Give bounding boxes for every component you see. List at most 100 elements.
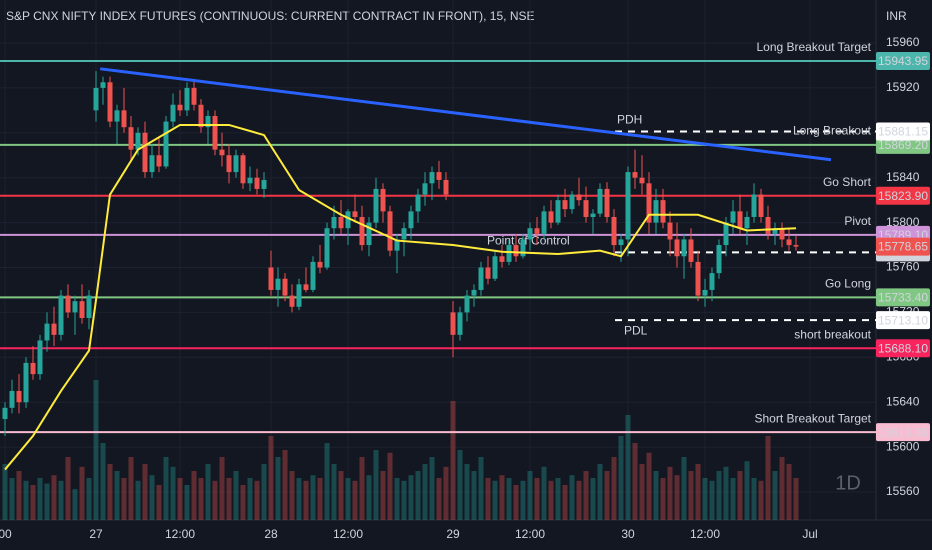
volume-bar xyxy=(170,466,176,520)
volume-bar xyxy=(394,478,400,520)
volume-bar xyxy=(604,471,610,520)
candle-body xyxy=(471,289,477,296)
volume-bar xyxy=(233,471,239,520)
x-tick-label: 28 xyxy=(264,527,278,541)
volume-bar xyxy=(142,464,148,520)
volume-bar xyxy=(303,480,309,520)
volume-bar xyxy=(268,436,274,520)
volume-bar xyxy=(338,471,344,520)
candle-body xyxy=(86,295,92,319)
volume-bar xyxy=(324,443,330,520)
candle-body xyxy=(247,177,253,184)
volume-bar xyxy=(79,466,85,520)
candle-body xyxy=(555,200,561,223)
volume-bar xyxy=(667,466,673,520)
volume-bar xyxy=(772,471,778,520)
candle-body xyxy=(765,216,771,234)
volume-bar xyxy=(492,480,498,520)
level-tag-text: PDL xyxy=(624,323,648,337)
candle-body xyxy=(65,295,71,313)
x-tick-label: 12:00 xyxy=(333,527,363,541)
price-tag-text: 15713.10 xyxy=(878,313,928,327)
candle-body xyxy=(44,323,50,341)
volume-bar xyxy=(408,475,414,520)
volume-bar xyxy=(254,480,260,520)
volume-bar xyxy=(261,464,267,520)
x-tick-label: 12:00 xyxy=(690,527,720,541)
volume-bar xyxy=(450,401,456,520)
volume-bar xyxy=(478,457,484,520)
candle-body xyxy=(646,183,652,223)
y-tick-label: 15560 xyxy=(886,484,920,498)
candle-body xyxy=(443,179,449,195)
level-label: Pivot xyxy=(844,214,871,228)
volume-bar xyxy=(37,478,43,520)
volume-bar xyxy=(121,478,127,520)
candle-body xyxy=(198,104,204,128)
candle-body xyxy=(184,87,190,111)
candle-body xyxy=(681,239,687,257)
candle-body xyxy=(366,222,372,246)
volume-bar xyxy=(373,450,379,520)
candle-body xyxy=(37,340,43,375)
volume-bar xyxy=(247,478,253,520)
candle-body xyxy=(506,245,512,262)
level-tag-text: PDH xyxy=(617,113,642,127)
volume-bar xyxy=(9,478,15,520)
volume-bar xyxy=(177,478,183,520)
volume-bar xyxy=(296,478,302,520)
candle-body xyxy=(121,110,127,128)
candle-body xyxy=(268,267,274,290)
volume-bar xyxy=(744,461,750,520)
volume-bar xyxy=(457,450,463,520)
volume-bar xyxy=(352,480,358,520)
volume-bar xyxy=(688,471,694,520)
volume-bar xyxy=(702,478,708,520)
candle-body xyxy=(282,278,288,296)
y-tick-label: 15800 xyxy=(886,215,920,229)
level-label: Go Long xyxy=(825,277,871,291)
volume-bar xyxy=(590,478,596,520)
volume-bar xyxy=(534,478,540,520)
candle-body xyxy=(737,211,743,229)
volume-bar xyxy=(184,485,190,520)
candle-body xyxy=(660,200,666,223)
volume-bar xyxy=(30,485,36,520)
volume-bar xyxy=(317,478,323,520)
candle-body xyxy=(296,284,302,307)
volume-bar xyxy=(485,478,491,520)
level-label: Go Short xyxy=(823,175,872,189)
candle-body xyxy=(793,245,799,247)
volume-bar xyxy=(380,471,386,520)
volume-bar xyxy=(758,480,764,520)
candle-body xyxy=(422,183,428,195)
candle-body xyxy=(786,239,792,246)
candle-body xyxy=(450,312,456,335)
volume-bar xyxy=(611,457,617,520)
candle-body xyxy=(744,216,750,229)
volume-bar xyxy=(730,478,736,520)
volume-bar xyxy=(212,480,218,520)
chart-title: S&P CNX NIFTY INDEX FUTURES (CONTINUOUS:… xyxy=(6,9,535,23)
price-tag xyxy=(876,52,930,71)
candle-body xyxy=(380,188,386,212)
candle-body xyxy=(415,194,421,212)
y-tick-label: 15600 xyxy=(886,439,920,453)
price-tag xyxy=(876,311,930,330)
volume-bar xyxy=(548,480,554,520)
y-tick-label: 15960 xyxy=(886,35,920,49)
volume-bar xyxy=(44,483,50,520)
volume-bar xyxy=(555,478,561,520)
volume-bar xyxy=(513,485,519,520)
candle-body xyxy=(513,245,519,257)
volume-bar xyxy=(527,471,533,520)
volume-bar xyxy=(429,457,435,520)
price-tag xyxy=(876,237,930,256)
volume-bar xyxy=(660,478,666,520)
candle-body xyxy=(394,239,400,251)
candle-body xyxy=(779,228,785,240)
candle-body xyxy=(401,228,407,240)
candle-body xyxy=(618,239,624,246)
candle-body xyxy=(408,211,414,229)
y-tick-label: 15760 xyxy=(886,260,920,274)
